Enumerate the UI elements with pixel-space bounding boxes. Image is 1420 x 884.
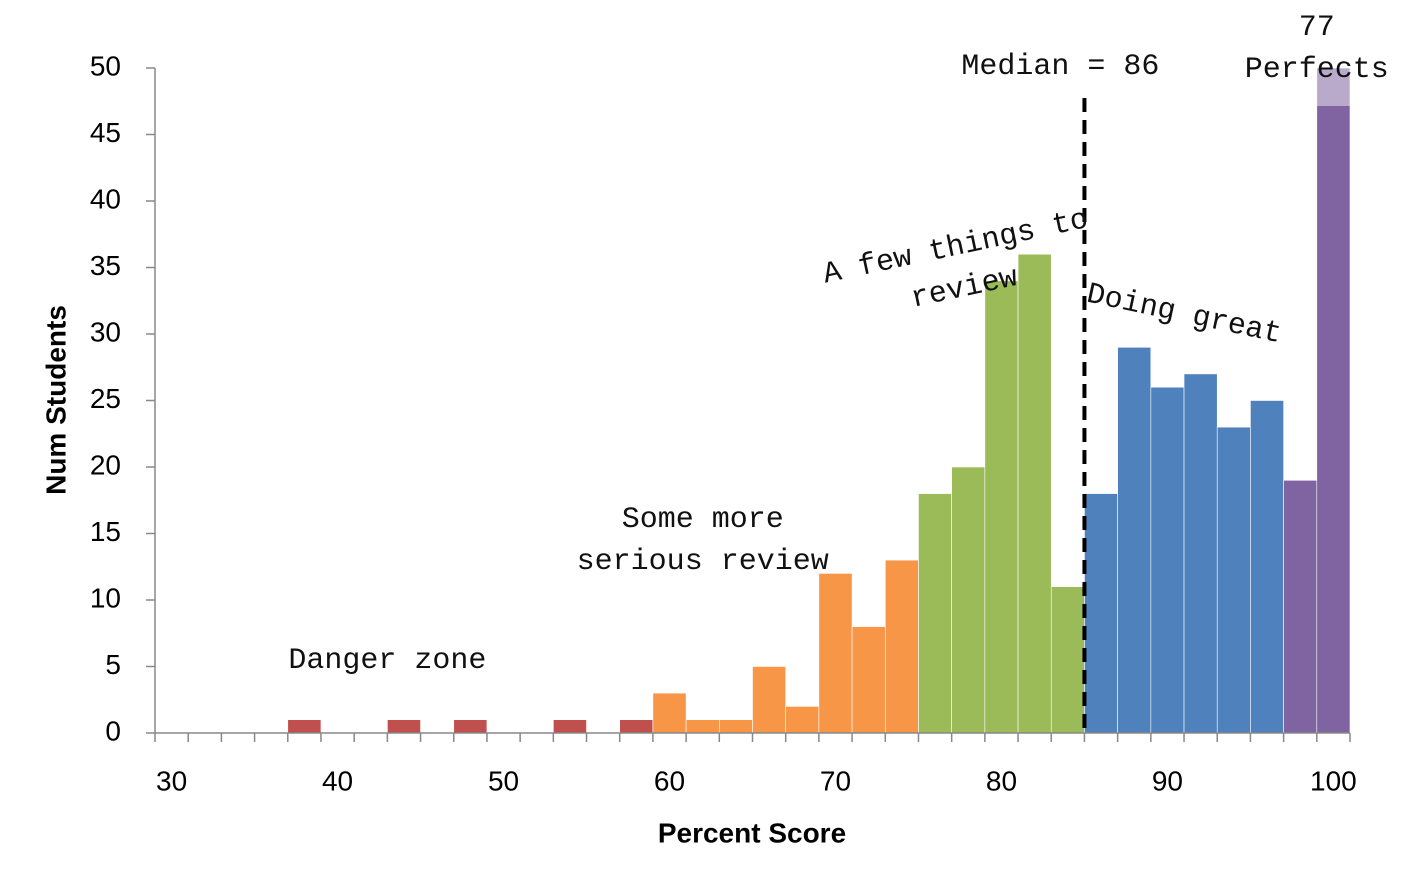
median-label: Median = 86: [961, 50, 1159, 84]
bar: [752, 666, 786, 734]
bar: [785, 706, 820, 734]
annotation: Doing great: [1083, 278, 1284, 352]
bar: [719, 719, 753, 734]
bar: [1283, 479, 1318, 734]
bar: [453, 719, 488, 734]
x-axis-label: Percent Score: [658, 817, 846, 848]
y-tick-label: 0: [105, 715, 121, 746]
annotation-text: serious review: [577, 545, 829, 579]
x-tick-label: 70: [820, 765, 851, 796]
annotation: 77 Perfects: [1245, 11, 1389, 87]
x-tick-label: 80: [986, 765, 1017, 796]
annotation: Some more serious review: [577, 503, 829, 579]
annotation: Danger zone: [288, 644, 486, 678]
bar-overflow: [1316, 68, 1350, 106]
bar: [818, 573, 853, 734]
bar: [1017, 253, 1052, 734]
bar: [1150, 386, 1185, 734]
y-tick-label: 15: [90, 516, 121, 547]
bar: [1084, 493, 1118, 734]
y-tick-label: 50: [90, 50, 121, 81]
annotation-text: Danger zone: [288, 644, 486, 678]
annotation-text: Some more: [622, 503, 784, 537]
bar: [1117, 346, 1152, 734]
x-tick-label: 100: [1310, 765, 1357, 796]
bar: [918, 493, 952, 734]
y-tick-label: 20: [90, 449, 121, 480]
bar: [1050, 586, 1085, 734]
x-tick-label: 40: [322, 765, 353, 796]
x-tick-label: 30: [156, 765, 187, 796]
bar: [652, 692, 687, 734]
bar: [884, 559, 919, 734]
y-tick-label: 45: [90, 117, 121, 148]
bar: [1216, 426, 1251, 734]
x-tick-label: 90: [1152, 765, 1183, 796]
annotation-text: 77: [1299, 11, 1335, 45]
bar: [984, 280, 1019, 734]
annotation-text: Perfects: [1245, 53, 1389, 87]
bar: [951, 466, 986, 734]
y-tick-label: 40: [90, 183, 121, 214]
y-tick-label: 35: [90, 250, 121, 281]
bar: [1250, 400, 1284, 734]
bar: [387, 719, 421, 734]
y-tick-label: 10: [90, 582, 121, 613]
bar: [619, 719, 654, 734]
bar: [287, 719, 322, 734]
bar: [1183, 373, 1218, 734]
x-tick-label: 60: [654, 765, 685, 796]
x-tick-label: 50: [488, 765, 519, 796]
bar: [1316, 67, 1351, 734]
y-axis-label: Num Students: [40, 305, 71, 495]
bar: [851, 626, 886, 734]
annotation-text: Doing great: [1083, 278, 1284, 352]
y-tick-label: 25: [90, 383, 121, 414]
y-tick-label: 5: [105, 649, 121, 680]
bar: [553, 719, 587, 734]
y-tick-label: 30: [90, 316, 121, 347]
bar: [685, 719, 720, 734]
